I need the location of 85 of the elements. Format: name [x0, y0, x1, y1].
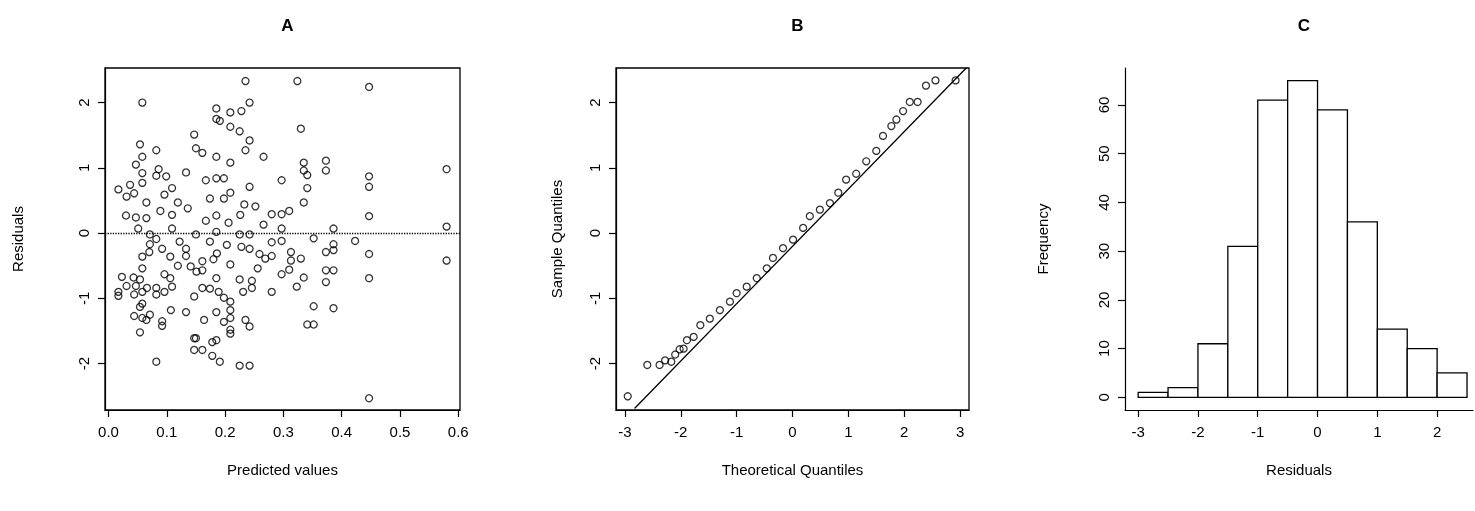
- y-tick-label: 30: [1095, 242, 1112, 260]
- x-tick-label: -2: [674, 423, 688, 440]
- y-tick-label: 40: [1095, 194, 1112, 211]
- point: [788, 235, 798, 244]
- y-tick-label: 20: [1095, 291, 1112, 309]
- point: [752, 274, 761, 283]
- x-axis-title: Residuals: [1266, 461, 1332, 478]
- point: [913, 97, 922, 107]
- x-tick-label: 2: [1432, 423, 1442, 440]
- point: [705, 314, 714, 323]
- point: [951, 76, 960, 85]
- point: [805, 212, 814, 221]
- x-tick-label: 3: [955, 423, 965, 440]
- x-tick-label: -3: [1131, 423, 1145, 440]
- chart-title: C: [1297, 16, 1311, 35]
- y-tick-label: 60: [1095, 96, 1112, 114]
- y-tick-label: 2: [586, 98, 603, 107]
- point: [715, 305, 725, 315]
- chart-title: A: [281, 16, 294, 35]
- x-tick-label: -1: [729, 423, 744, 440]
- point: [834, 188, 843, 197]
- point: [762, 264, 771, 273]
- x-axis-title: Theoretical Quantiles: [721, 461, 864, 478]
- y-tick-label: -1: [586, 291, 603, 306]
- point: [825, 198, 835, 208]
- point: [671, 350, 680, 359]
- x-tick-label: 0.5: [389, 423, 411, 440]
- point: [725, 297, 735, 306]
- y-tick-label: 50: [1095, 145, 1112, 163]
- point: [682, 336, 692, 345]
- point: [742, 282, 751, 291]
- point: [778, 243, 788, 253]
- x-tick-label: 0.4: [331, 423, 353, 440]
- point: [661, 356, 670, 365]
- point: [655, 360, 664, 370]
- x-axis-title: Predicted values: [227, 461, 338, 478]
- point: [862, 157, 871, 166]
- x-tick-label: 0.3: [272, 423, 294, 440]
- point: [732, 289, 741, 298]
- point: [878, 131, 888, 141]
- point: [898, 106, 908, 116]
- x-tick-label: 0: [1313, 423, 1322, 440]
- x-tick-label: 0.0: [98, 423, 119, 440]
- x-tick-label: 0: [788, 423, 797, 440]
- y-tick-label: -2: [75, 356, 92, 371]
- point: [623, 392, 632, 401]
- y-tick-label: 2: [75, 98, 92, 107]
- y-axis-title: Frequency: [1034, 203, 1051, 275]
- y-axis-title: Residuals: [9, 206, 26, 272]
- point: [675, 345, 684, 354]
- y-axis-title: Sample Quantiles: [548, 179, 565, 299]
- x-tick-label: -3: [618, 423, 632, 440]
- point: [689, 332, 698, 342]
- point: [887, 121, 896, 131]
- point: [679, 344, 688, 353]
- point: [768, 253, 778, 263]
- y-tick-label: 0: [586, 228, 603, 238]
- point: [921, 81, 931, 90]
- y-tick-label: 10: [1095, 340, 1112, 357]
- point: [931, 76, 940, 85]
- point: [696, 321, 705, 330]
- chart-title: B: [791, 16, 804, 35]
- point: [841, 175, 851, 184]
- point: [852, 169, 861, 178]
- y-tick-label: 1: [586, 163, 603, 173]
- x-tick-label: 0.2: [214, 423, 236, 440]
- x-tick-label: 0.6: [447, 423, 469, 440]
- point: [872, 146, 881, 156]
- x-tick-label: 1: [844, 423, 853, 440]
- point: [643, 360, 652, 370]
- x-tick-label: 1: [1373, 423, 1382, 440]
- point: [905, 97, 914, 107]
- x-tick-label: -2: [1191, 423, 1205, 440]
- y-tick-label: -2: [586, 356, 603, 371]
- y-tick-label: 0: [1095, 393, 1112, 402]
- y-tick-label: -1: [75, 291, 92, 306]
- y-tick-label: 1: [75, 163, 92, 173]
- x-tick-label: -1: [1251, 423, 1265, 440]
- y-tick-label: 0: [75, 228, 92, 238]
- x-tick-label: 2: [900, 423, 909, 440]
- point: [815, 205, 825, 214]
- point: [798, 223, 808, 233]
- x-tick-label: 0.1: [156, 423, 178, 440]
- point: [667, 357, 676, 366]
- point: [892, 115, 901, 124]
